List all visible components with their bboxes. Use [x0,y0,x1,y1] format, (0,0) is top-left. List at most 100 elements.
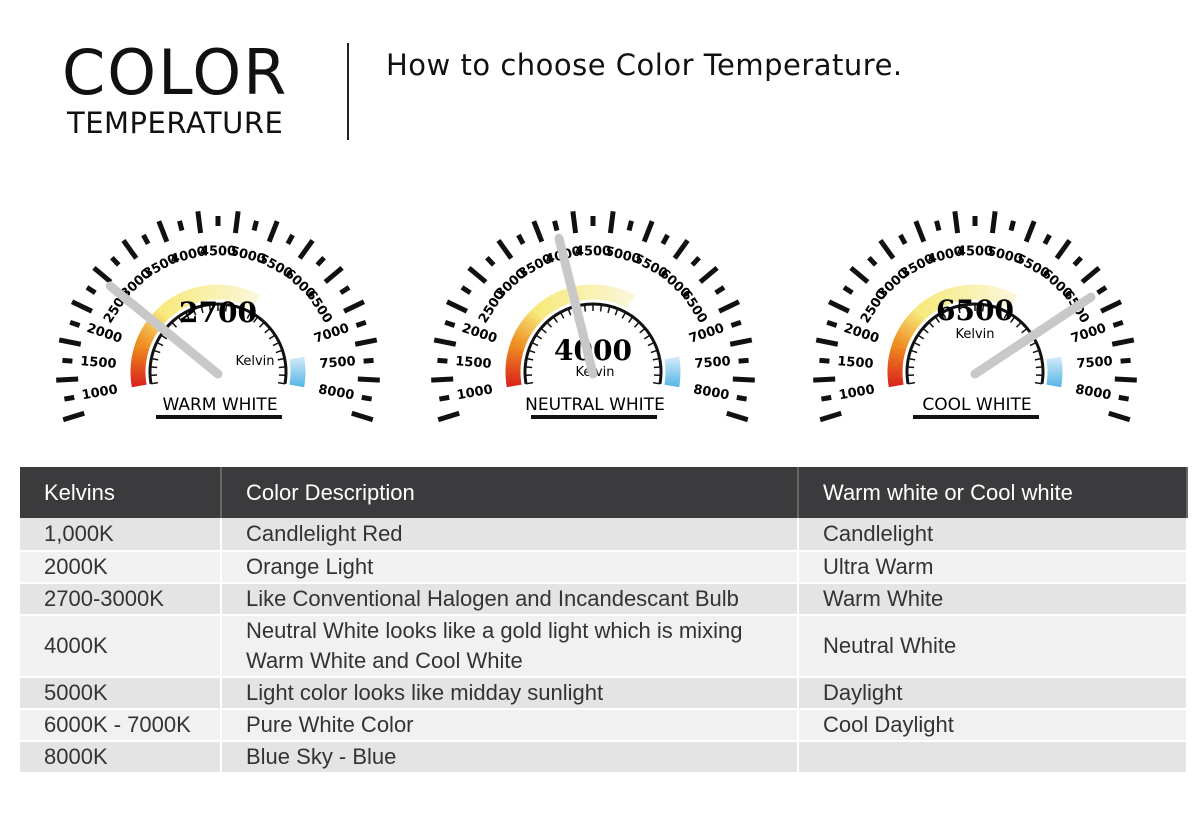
gauge-unit: Kelvin [955,327,994,342]
scale-tick [1120,357,1131,364]
gauge-warm-white: 1000150020002500300035004000450050005500… [56,210,380,423]
table-row: 8000K Blue Sky - Blue [20,741,1188,774]
scale-tick [989,210,998,234]
scale-tick [698,265,719,284]
scale-tick [849,265,870,284]
scale-label: 4500 [957,245,993,260]
minor-tick [614,308,619,316]
minor-tick [552,316,559,323]
color-arc [158,284,260,320]
color-arc [505,344,525,388]
minor-tick [643,334,651,340]
caption-underline [531,415,657,419]
scale-tick [56,376,79,383]
color-arc [887,344,907,388]
scale-label: 6500 [678,288,710,327]
minor-tick [277,357,285,361]
color-arc [130,344,150,388]
scale-tick [1042,233,1052,245]
cell-description: Blue Sky - Blue [221,741,799,774]
cell-kelvins: 6000K - 7000K [20,709,222,742]
scale-tick [70,299,93,314]
scale-tick [357,376,380,383]
scale-tick [85,285,97,295]
minor-tick [224,304,228,312]
table-row: 6000K - 7000K Pure White Color Cool Daylig… [20,709,1188,742]
gauge-needle [105,281,223,379]
scale-tick [63,394,75,402]
minor-tick [910,349,918,354]
minor-tick [908,357,916,361]
scale-tick [626,220,634,232]
cell-kelvins: 2700-3000K [20,583,222,616]
gauge-neutral-white: 1000150020002500300035004000450050005500… [431,210,755,423]
title-temperature: TEMPERATURE [67,106,284,140]
scale-tick [438,394,450,402]
scale-label: 7000 [312,321,351,347]
cell-type: Cool Daylight [798,709,1188,742]
minor-tick [160,334,168,340]
scale-label: 7500 [319,354,356,372]
minor-tick [917,334,925,340]
minor-tick [208,304,212,312]
gauge-caption: COOL WHITE [922,395,1031,415]
minor-tick [525,381,534,385]
scale-tick [1023,220,1037,243]
cell-kelvins: 4000K [20,615,222,678]
scale-tick [1108,410,1131,423]
scale-tick [433,337,457,347]
scale-tick [732,376,755,383]
scale-tick [842,285,854,295]
minor-tick [150,366,158,369]
minor-tick [1032,349,1040,354]
minor-tick [949,308,954,316]
minor-tick [957,305,961,314]
scale-tick [297,239,315,260]
minor-tick [246,311,252,319]
minor-tick [268,334,276,340]
scale-tick [820,394,832,402]
minor-tick [996,308,1001,316]
minor-tick [934,316,941,323]
color-arc [135,307,169,350]
scale-tick [351,410,374,423]
scale-label: 8000 [1074,382,1112,403]
gauge-caption: WARM WHITE [162,395,277,415]
minor-tick [526,357,534,361]
scale-tick [898,233,908,245]
minor-tick [647,341,655,347]
scale-tick [813,376,836,383]
scale-tick [444,319,456,328]
scale-tick [1008,220,1016,232]
minor-tick [177,316,184,323]
scale-label: 1500 [837,354,874,372]
minor-tick [546,321,553,328]
scale-tick [826,319,838,328]
minor-tick [907,381,916,385]
scale-tick [232,210,241,234]
minor-tick [171,321,178,328]
scale-tick [69,319,81,328]
minor-tick [913,341,921,347]
minor-tick [1029,341,1037,347]
minor-tick [192,308,197,316]
scale-tick [552,220,560,232]
scale-tick [815,337,839,347]
scale-tick [355,319,367,328]
scale-label: 1500 [455,354,492,372]
scale-tick [1072,255,1083,267]
caption-underline [156,415,282,419]
scale-tick [496,239,514,260]
minor-tick [652,357,660,361]
scale-tick [934,220,942,232]
scale-tick [363,357,374,364]
cell-type: Neutral White [798,615,1188,678]
scale-tick [156,220,170,243]
scale-label: 8000 [317,382,355,403]
color-temperature-table: Kelvins Color Description Warm white or … [20,467,1188,774]
cell-kelvins: 2000K [20,551,222,584]
minor-tick [232,305,236,314]
scale-tick [445,299,468,314]
scale-label: 6500 [303,288,335,327]
gauge-cool-white: 1000150020002500300035004000450050005500… [813,210,1137,423]
